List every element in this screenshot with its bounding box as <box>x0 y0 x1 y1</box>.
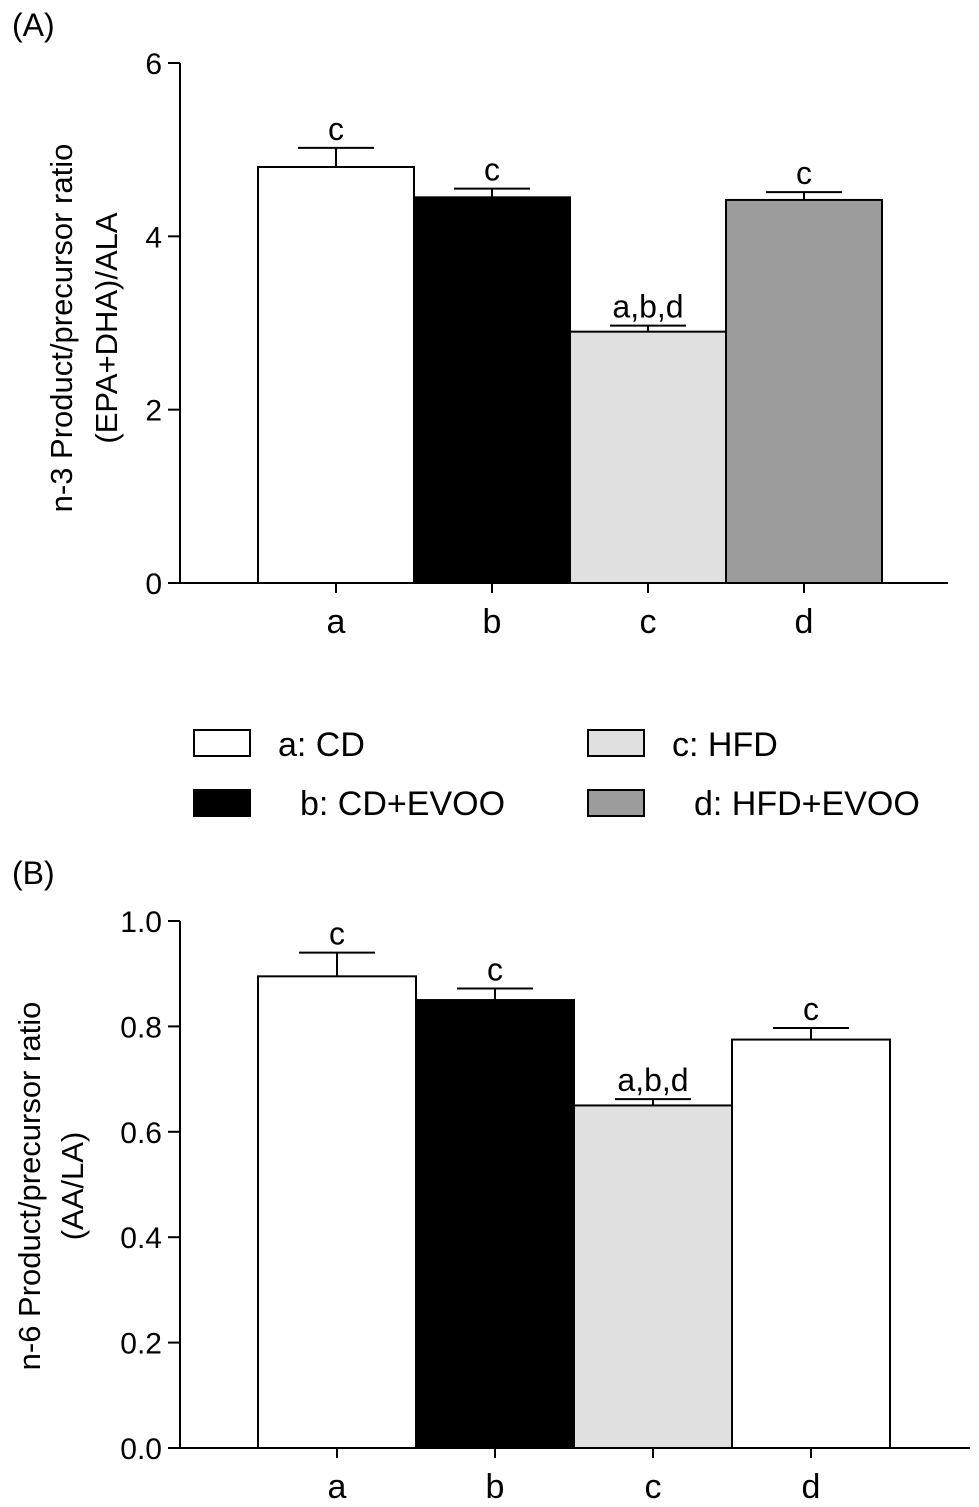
panel-a-ylabel-line1: n-3 Product/precursor ratio <box>44 144 79 513</box>
panel-b-bar-b <box>415 999 575 1449</box>
panel-b-y-tick-label: 0.8 <box>120 1011 162 1044</box>
panel-b-sig-label-a: c <box>329 916 345 952</box>
panel-b-bar-a <box>257 975 417 1450</box>
panel-a-sig-label-c: a,b,d <box>612 289 683 325</box>
panel-b-ylabel-line1: n-6 Product/precursor ratio <box>12 1002 47 1371</box>
legend-swatch-c <box>587 729 645 757</box>
panel-a-ylabel-line2: (EPA+DHA)/ALA <box>89 212 124 443</box>
panel-a-bar-c <box>569 330 727 584</box>
legend-item-a: a: CD <box>193 726 365 764</box>
panel-b-ylabel-line2: (AA/LA) <box>55 1132 90 1241</box>
panel-a-category-label-c: c <box>640 603 657 641</box>
panel-a-plot-area: 0 2 4 6 c a c b a,b,d c c d <box>145 48 948 641</box>
panel-a-y-tick-label: 4 <box>145 221 162 254</box>
panel-a-category-label-d: d <box>795 603 814 641</box>
panel-b-category-label-c: c <box>645 1468 662 1506</box>
panel-a-sig-label-d: c <box>796 155 812 191</box>
legend-label-a: a: CD <box>278 726 365 764</box>
panel-a-chart: (A) n-3 Product/precursor ratio (EPA+DHA… <box>12 7 948 641</box>
legend-swatch-a <box>193 729 251 757</box>
legend-label-c: c: HFD <box>672 726 778 764</box>
panel-b-plot-area: 0.0 0.2 0.4 0.6 0.8 1.0 c a c b a,b,d c c d <box>120 906 970 1506</box>
panel-b-y-tick-label: 0.4 <box>120 1222 162 1255</box>
panel-a-y-tick-label: 6 <box>145 48 162 81</box>
panel-a-y-tick-label: 2 <box>145 395 162 428</box>
panel-a-sig-label-b: c <box>484 152 500 188</box>
panel-b-category-label-d: d <box>802 1468 821 1506</box>
panel-b-sig-label-c: a,b,d <box>617 1062 688 1098</box>
panel-a-bar-d <box>725 198 883 585</box>
panel-b-chart: (B) n-6 Product/precursor ratio (AA/LA) … <box>12 855 970 1506</box>
panel-a-bar-a <box>257 166 415 584</box>
legend-item-c: c: HFD <box>587 726 778 764</box>
panel-b-y-tick-label: 0.0 <box>120 1433 162 1466</box>
legend-label-b: b: CD+EVOO <box>300 785 505 823</box>
panel-a-bar-b <box>413 196 571 584</box>
legend-swatch-b <box>193 789 251 817</box>
legend: a: CD c: HFD b: CD+EVOO d: HFD+EVOO <box>193 726 920 823</box>
panel-a-label: (A) <box>12 7 55 43</box>
panel-b-bar-c <box>573 1104 733 1449</box>
panel-a-category-label-a: a <box>327 603 346 641</box>
panel-b-y-tick-label: 1.0 <box>120 906 162 939</box>
panel-b-y-tick-label: 0.6 <box>120 1117 162 1150</box>
legend-label-d: d: HFD+EVOO <box>694 785 920 823</box>
panel-b-category-label-b: b <box>486 1468 505 1506</box>
panel-b-sig-label-b: c <box>487 951 503 987</box>
legend-item-b: b: CD+EVOO <box>193 785 505 823</box>
legend-item-d: d: HFD+EVOO <box>587 785 920 823</box>
panel-b-y-tick-label: 0.2 <box>120 1328 162 1361</box>
panel-a-sig-label-a: c <box>328 111 344 147</box>
legend-swatch-d <box>587 789 645 817</box>
panel-b-bar-d <box>731 1038 891 1449</box>
panel-b-sig-label-d: c <box>803 991 819 1027</box>
panel-a-y-tick-label: 0 <box>145 568 162 601</box>
panel-b-label: (B) <box>12 855 55 891</box>
panel-b-category-label-a: a <box>328 1468 347 1506</box>
panel-a-category-label-b: b <box>483 603 502 641</box>
